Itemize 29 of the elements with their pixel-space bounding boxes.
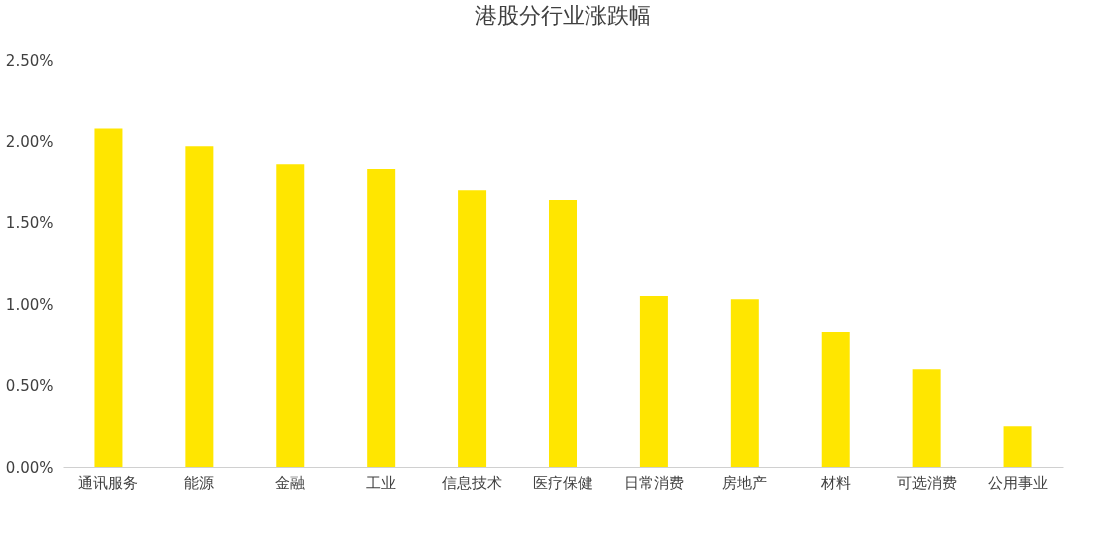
x-tick-label: 房地产 — [722, 473, 768, 492]
y-tick-label: 0.50% — [5, 377, 54, 396]
y-tick-label: 2.50% — [5, 51, 54, 70]
bar — [1003, 426, 1032, 467]
x-tick-label: 能源 — [184, 473, 215, 492]
bar — [549, 200, 577, 467]
bar — [276, 164, 305, 467]
x-tick-label: 可选消费 — [896, 473, 957, 492]
x-tick-label: 医疗保健 — [533, 473, 593, 492]
x-tick-label: 通讯服务 — [78, 473, 139, 492]
y-tick-label: 2.00% — [5, 132, 54, 151]
bar — [185, 146, 214, 467]
y-tick-label: 1.00% — [5, 295, 54, 314]
x-tick-label: 材料 — [819, 473, 851, 492]
bar — [730, 299, 759, 467]
chart-title: 港股分行业涨跌幅 — [475, 3, 651, 28]
y-tick-label: 0.00% — [5, 458, 54, 477]
x-tick-label: 金融 — [275, 473, 306, 492]
bar — [458, 190, 487, 467]
bar — [912, 369, 941, 467]
bar — [639, 296, 668, 467]
x-tick-label: 公用事业 — [987, 473, 1048, 492]
y-tick-label: 1.50% — [5, 214, 54, 233]
x-tick-label: 信息技术 — [442, 473, 503, 492]
bar — [367, 169, 396, 467]
x-tick-label: 工业 — [366, 473, 397, 492]
bar — [94, 128, 123, 467]
bar — [821, 331, 850, 467]
x-tick-label: 日常消费 — [623, 473, 684, 492]
